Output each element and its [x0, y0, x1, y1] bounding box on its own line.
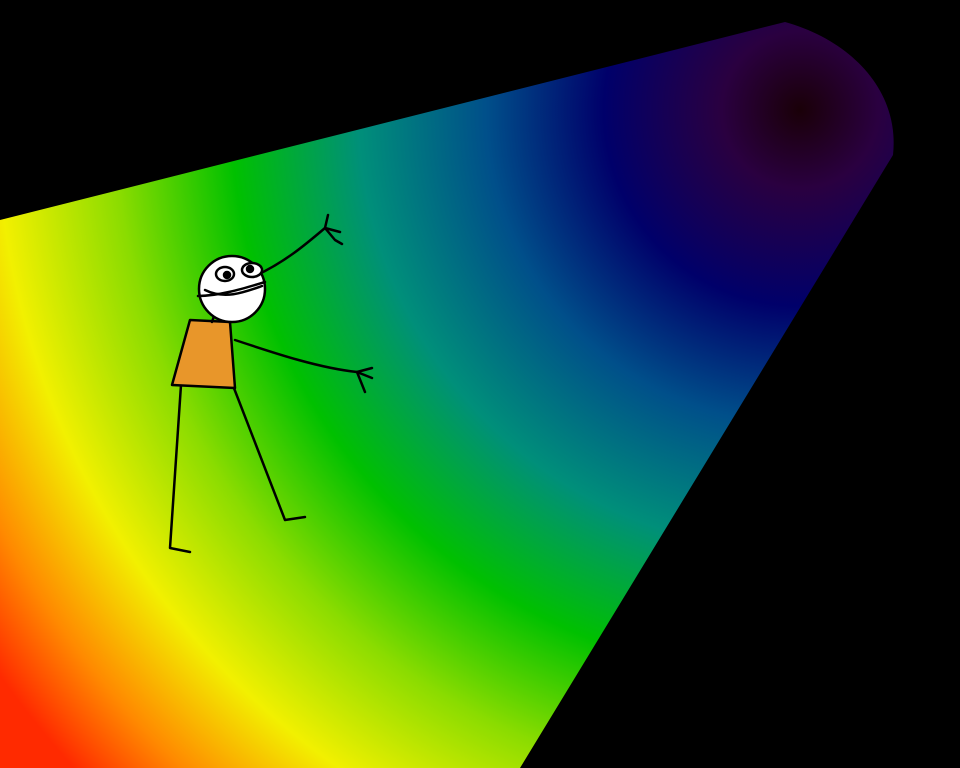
- lower-reaching-arm: [233, 338, 359, 374]
- right-pupil: [245, 264, 255, 274]
- cheek-line: [203, 284, 264, 296]
- raised-hand: [323, 213, 344, 246]
- right-leg: [230, 381, 307, 522]
- stick-figure: [168, 213, 374, 554]
- lower-hand: [355, 366, 374, 394]
- orange-shirt: [170, 318, 237, 390]
- mouth: [196, 280, 267, 298]
- left-leg: [168, 383, 192, 554]
- raised-arm: [253, 226, 327, 278]
- left-pupil: [222, 270, 232, 280]
- light-beam: [0, 22, 894, 768]
